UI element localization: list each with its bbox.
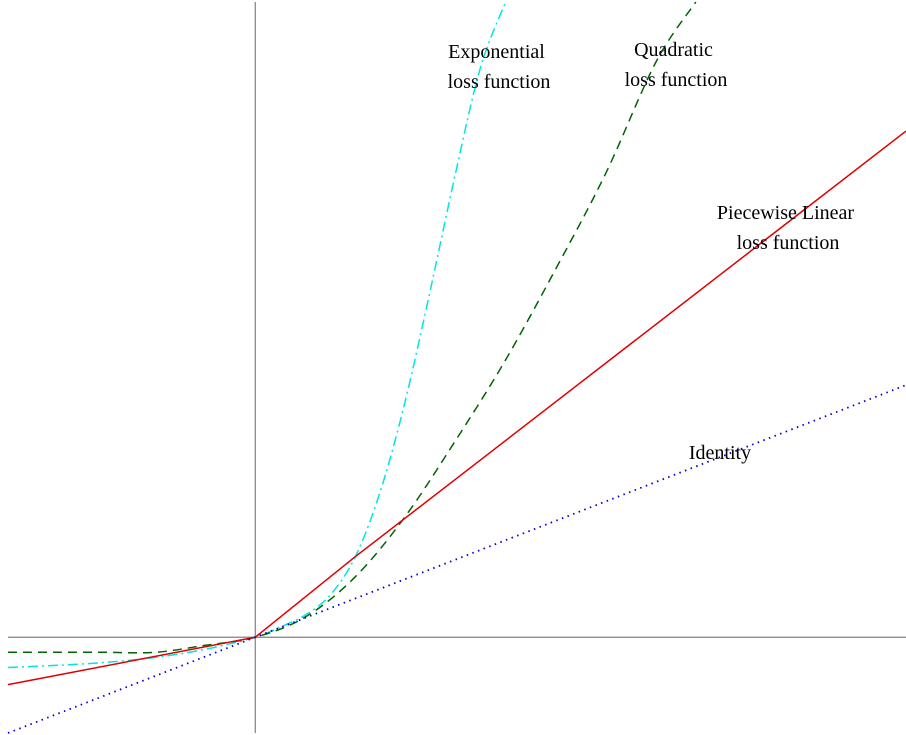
curve-labels: Exponential loss function Quadratic loss…	[448, 39, 859, 464]
label-exponential: Exponential loss function	[448, 41, 551, 93]
label-quadratic: Quadratic loss function	[625, 39, 728, 91]
series-line-piecewise-linear	[7, 130, 906, 686]
label-piecewise-linear-line-2: loss function	[737, 232, 840, 254]
label-identity-line-1: Identity	[689, 442, 751, 464]
series-line-exponential	[7, 1, 507, 669]
label-piecewise-linear: Piecewise Linear loss function	[717, 202, 859, 254]
axes	[8, 2, 906, 733]
label-piecewise-linear-line-1: Piecewise Linear	[717, 202, 854, 224]
label-exponential-line-2: loss function	[448, 71, 551, 93]
label-quadratic-line-2: loss function	[625, 69, 728, 91]
series-line-identity	[7, 384, 906, 734]
series-line-quadratic	[8, 1, 697, 654]
series-lines	[7, 1, 906, 734]
label-exponential-line-1: Exponential	[448, 41, 545, 63]
label-quadratic-line-1: Quadratic	[634, 39, 713, 61]
label-identity: Identity	[689, 442, 751, 464]
